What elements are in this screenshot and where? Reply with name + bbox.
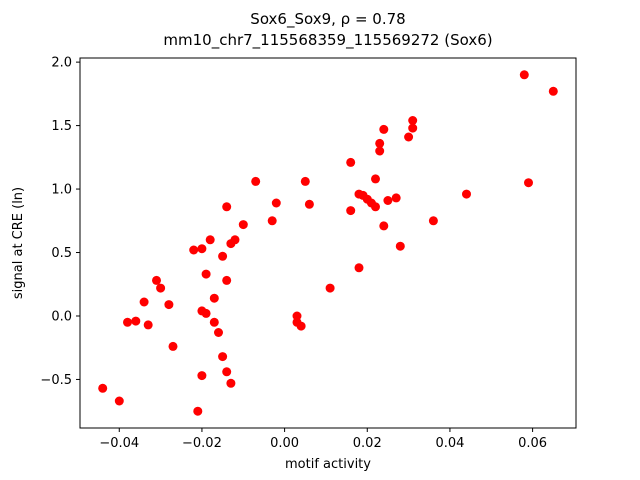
data-point	[292, 311, 302, 321]
data-point	[346, 157, 356, 167]
data-point	[168, 341, 178, 351]
x-axis-label: motif activity	[285, 457, 371, 472]
data-point	[379, 221, 389, 231]
data-point	[214, 328, 223, 337]
chart-title: Sox6_Sox9, ρ = 0.78	[250, 10, 406, 28]
data-point	[375, 146, 385, 156]
data-point	[428, 216, 438, 226]
y-tick-label: 0.5	[51, 246, 72, 261]
data-point	[371, 202, 380, 212]
y-axis-label: signal at CRE (ln)	[11, 187, 26, 299]
data-point	[222, 367, 232, 377]
y-tick-label: 1.0	[51, 183, 72, 198]
data-point	[304, 199, 314, 209]
data-point	[375, 138, 385, 148]
data-point	[201, 269, 211, 279]
chart-title-block: Sox6_Sox9, ρ = 0.78 mm10_chr7_115568359_…	[80, 9, 576, 51]
data-point	[201, 308, 211, 318]
data-point	[251, 176, 261, 186]
chart-subtitle: mm10_chr7_115568359_115569272 (Sox6)	[163, 31, 493, 49]
data-point	[156, 283, 166, 293]
data-point	[379, 124, 389, 134]
data-point	[131, 316, 141, 326]
data-point	[218, 352, 228, 362]
x-tick-label: 0.02	[353, 436, 382, 451]
data-point	[139, 297, 149, 307]
data-point	[548, 86, 558, 96]
data-point	[296, 321, 306, 331]
x-tick-label: 0.00	[270, 436, 299, 451]
data-point	[189, 245, 199, 255]
data-point	[197, 244, 207, 254]
data-point	[222, 275, 232, 285]
data-point	[346, 206, 356, 216]
y-tick-label: 2.0	[51, 56, 72, 71]
data-point	[143, 320, 153, 330]
data-point	[408, 123, 418, 133]
data-point	[123, 317, 132, 327]
data-point	[267, 216, 277, 226]
y-tick-label: 0.0	[51, 309, 72, 324]
data-point	[218, 251, 228, 261]
x-tick-label: −0.02	[182, 436, 222, 451]
data-point	[395, 241, 405, 251]
data-point	[383, 196, 393, 205]
y-tick-label: 1.5	[51, 119, 72, 134]
x-tick-label: 0.04	[435, 436, 464, 451]
data-point	[408, 116, 418, 125]
data-point	[222, 202, 232, 212]
data-point	[226, 378, 236, 388]
data-point	[300, 176, 310, 186]
data-point	[371, 174, 380, 184]
data-point	[98, 383, 108, 393]
x-tick-label: 0.06	[518, 436, 547, 451]
data-point	[391, 193, 401, 203]
data-point	[354, 263, 364, 273]
data-point	[114, 396, 124, 406]
data-point	[404, 132, 414, 142]
data-point	[238, 220, 248, 230]
data-point	[271, 198, 281, 208]
data-point	[205, 235, 215, 245]
data-point	[462, 189, 471, 199]
data-point	[152, 275, 161, 285]
scatter-points	[98, 70, 558, 416]
data-point	[197, 371, 207, 381]
x-tick-label: −0.04	[99, 436, 139, 451]
data-point	[524, 178, 533, 188]
data-point	[164, 300, 174, 310]
data-point	[209, 317, 219, 327]
data-point	[325, 283, 335, 293]
y-tick-label: −0.5	[40, 373, 72, 388]
data-point	[519, 70, 529, 80]
data-point	[209, 293, 219, 303]
plot-frame	[79, 57, 577, 429]
data-point	[230, 235, 240, 245]
data-point	[193, 406, 203, 416]
